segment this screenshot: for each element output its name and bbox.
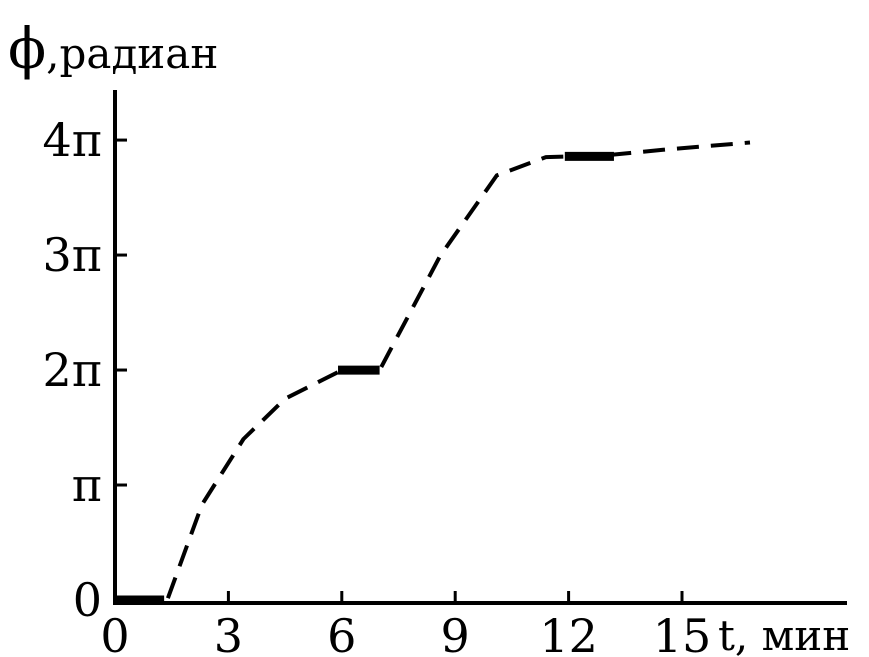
y-axis-title: ϕ,радиан	[8, 17, 218, 82]
y-tick-label: 0	[73, 573, 102, 627]
y-tick-label: 2π	[43, 343, 103, 397]
x-tick-label: 6	[327, 609, 356, 657]
y-tick-label: π	[72, 458, 102, 512]
x-tick-label: 0	[100, 609, 129, 657]
y-axis-symbol: ϕ	[8, 17, 46, 82]
x-tick-label: 15	[653, 609, 712, 657]
series-line	[166, 140, 751, 599]
x-tick-label: 12	[539, 609, 598, 657]
y-axis-unit: ,радиан	[46, 29, 218, 78]
plot-area	[166, 140, 751, 599]
x-tick-labels: 0 3 6 9 12 15	[100, 609, 711, 657]
y-tick-labels: 0 π 2π 3π 4π	[43, 113, 103, 627]
y-tick-label: 4π	[43, 113, 103, 167]
x-axis-title: t, мин	[718, 611, 850, 657]
y-tick-label: 3π	[43, 228, 103, 282]
x-tick-label: 9	[441, 609, 470, 657]
tick-marks	[115, 138, 684, 603]
x-tick-label: 3	[214, 609, 243, 657]
plateau-segments	[115, 151, 614, 605]
